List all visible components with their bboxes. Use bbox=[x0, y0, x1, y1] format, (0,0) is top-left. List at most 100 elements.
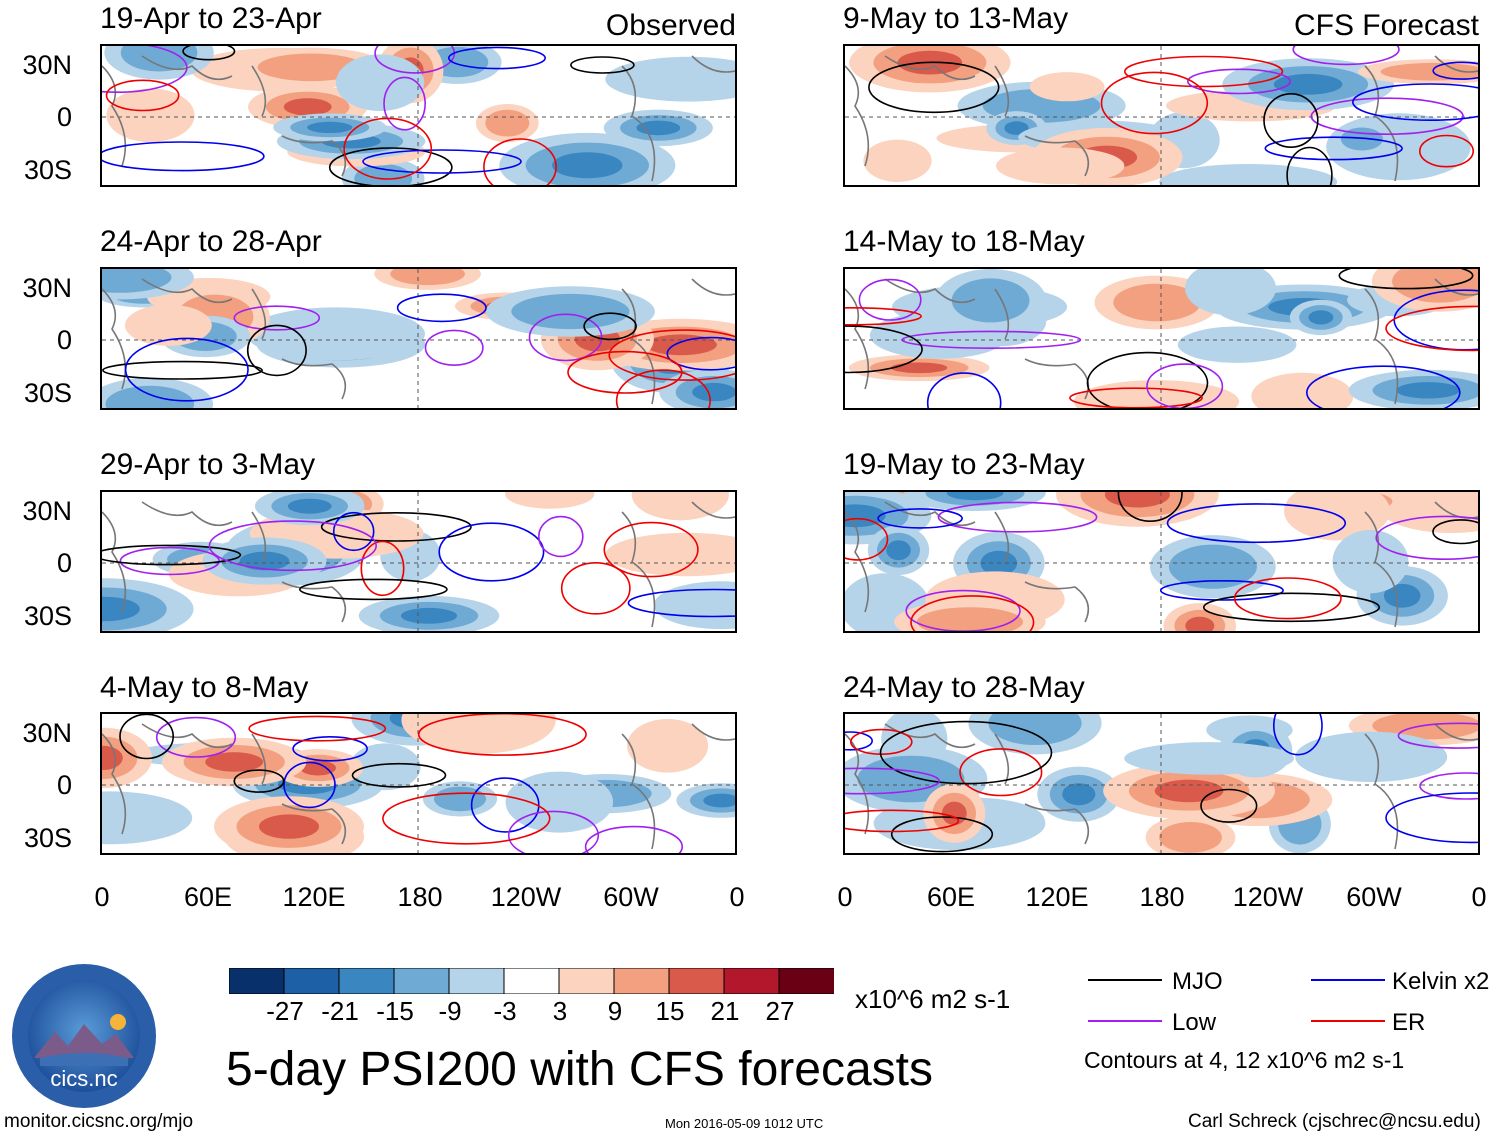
lon-label: 60W bbox=[603, 882, 659, 912]
shading-blob bbox=[1185, 616, 1215, 631]
contour-note: Contours at 4, 12 x10^6 m2 s-1 bbox=[1084, 1047, 1405, 1073]
contour-line bbox=[332, 511, 375, 552]
colorbar-label: -3 bbox=[493, 996, 517, 1026]
shading-blob bbox=[1154, 779, 1224, 803]
contour-line bbox=[233, 769, 285, 793]
contour-line bbox=[155, 716, 237, 758]
coastline bbox=[994, 65, 1010, 117]
contour-line bbox=[537, 515, 584, 558]
lon-label: 120W bbox=[490, 882, 562, 912]
map-panel-right-4 bbox=[843, 712, 1480, 855]
shading-blob bbox=[1062, 783, 1096, 806]
legend-swatch-er bbox=[1311, 1020, 1385, 1022]
shading-blob bbox=[125, 304, 212, 346]
lat-label-30n: 30N bbox=[22, 273, 72, 303]
shading-blob bbox=[505, 492, 595, 509]
shading-blob bbox=[941, 801, 967, 826]
coastline bbox=[141, 55, 233, 81]
colorbar-bin bbox=[503, 968, 560, 994]
coastline bbox=[141, 501, 233, 527]
shading-blob bbox=[485, 109, 530, 137]
shading-blob bbox=[1004, 121, 1029, 135]
lat-label-eq: 0 bbox=[56, 325, 72, 355]
shading-blob bbox=[300, 760, 336, 776]
contour-line bbox=[1233, 577, 1342, 620]
lat-label-eq: 0 bbox=[56, 548, 72, 578]
legend-swatch-kelvin bbox=[1311, 979, 1385, 981]
shading-blob bbox=[605, 56, 735, 102]
panel-title-left-4: 4-May to 8-May bbox=[100, 671, 309, 704]
contour-line bbox=[567, 350, 683, 394]
shading-blob bbox=[946, 492, 1004, 501]
contour-line bbox=[877, 508, 963, 529]
panel-field bbox=[102, 46, 735, 185]
shading-blob bbox=[996, 147, 1125, 185]
shading-blob bbox=[636, 120, 681, 136]
coastline bbox=[102, 65, 127, 167]
contour-line bbox=[1432, 61, 1478, 80]
shading-blob bbox=[916, 607, 1023, 631]
contour-line bbox=[845, 325, 923, 374]
shading-blob bbox=[511, 293, 630, 330]
panel-title-left-2: 24-Apr to 28-Apr bbox=[100, 225, 322, 258]
shading-blob bbox=[845, 504, 886, 528]
colorbar-bin bbox=[393, 968, 450, 994]
contour-line bbox=[124, 337, 249, 402]
contour-line bbox=[328, 147, 453, 185]
contour-line bbox=[1385, 792, 1478, 844]
contour-line bbox=[1069, 387, 1203, 408]
colorbar-bin bbox=[338, 968, 395, 994]
contour-line bbox=[1117, 492, 1183, 522]
shading-blob bbox=[1159, 164, 1338, 185]
colorbar-label: 21 bbox=[710, 996, 740, 1026]
coastline bbox=[141, 278, 233, 304]
lat-label-30n: 30N bbox=[22, 718, 72, 748]
shading-blob bbox=[631, 492, 729, 521]
contour-line bbox=[1263, 92, 1319, 149]
shading-blob bbox=[287, 498, 332, 514]
coastline bbox=[281, 358, 347, 400]
lat-label-30s: 30S bbox=[23, 601, 72, 631]
contour-line bbox=[382, 792, 551, 845]
contour-line bbox=[910, 595, 1035, 631]
contour-line bbox=[1338, 269, 1474, 290]
lon-label: 0 bbox=[837, 882, 853, 912]
colorbar-bin bbox=[778, 968, 834, 994]
coastline bbox=[281, 135, 347, 177]
lat-label-eq: 0 bbox=[56, 770, 72, 800]
shading-blob bbox=[257, 53, 365, 82]
footer-url: monitor.cicsnc.org/mjo bbox=[4, 1111, 194, 1132]
legend-swatch-low bbox=[1088, 1020, 1162, 1022]
coastline bbox=[251, 288, 267, 340]
shading-blob bbox=[703, 793, 735, 808]
lon-label: 120E bbox=[282, 882, 346, 912]
panel-title-left-1: 19-Apr to 23-Apr bbox=[100, 2, 322, 35]
contour-line bbox=[1292, 46, 1400, 66]
panel-field bbox=[845, 269, 1478, 408]
contour-line bbox=[560, 562, 631, 615]
shading-blob bbox=[307, 121, 353, 133]
logo-text: cics.nc bbox=[50, 1066, 117, 1091]
contour-line bbox=[1123, 55, 1284, 88]
contour-line bbox=[890, 816, 994, 853]
panel-field bbox=[845, 714, 1478, 853]
shading-blob bbox=[102, 745, 123, 770]
shading-blob bbox=[505, 771, 614, 833]
shading-blob bbox=[1396, 382, 1460, 399]
panel-title-left-3: 29-Apr to 3-May bbox=[100, 448, 316, 481]
shading-blob bbox=[886, 540, 911, 561]
coastline bbox=[1024, 581, 1090, 623]
contour-line bbox=[1100, 71, 1209, 135]
panel-title-right-4: 24-May to 28-May bbox=[843, 671, 1085, 704]
map-panel-left-1 bbox=[100, 44, 737, 187]
coastline bbox=[994, 511, 1010, 563]
map-panel-right-2 bbox=[843, 267, 1480, 410]
contour-line bbox=[1273, 714, 1323, 756]
contour-line bbox=[102, 360, 263, 380]
shading-blob bbox=[1273, 73, 1343, 95]
coastline bbox=[691, 55, 735, 73]
coastline bbox=[1364, 65, 1399, 182]
contour-line bbox=[1264, 136, 1403, 161]
coastline bbox=[884, 501, 976, 527]
contour-line bbox=[320, 512, 472, 542]
